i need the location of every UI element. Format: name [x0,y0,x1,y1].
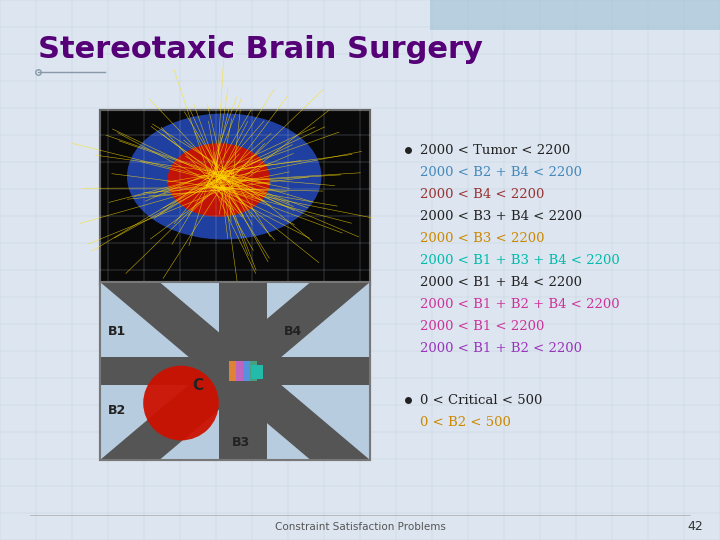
Text: 2000 < B1 + B4 < 2200: 2000 < B1 + B4 < 2200 [420,275,582,288]
Text: Stereotaxic Brain Surgery: Stereotaxic Brain Surgery [38,36,483,64]
Bar [236,361,243,381]
Ellipse shape [127,113,321,240]
Bar [243,361,250,381]
Text: 2000 < B1 + B2 + B4 < 2200: 2000 < B1 + B2 + B4 < 2200 [420,298,620,310]
Polygon shape [219,282,267,460]
Text: C: C [192,378,203,393]
Bar [219,282,267,460]
Text: 2000 < B2 + B4 < 2200: 2000 < B2 + B4 < 2200 [420,165,582,179]
Bar [229,361,236,381]
Polygon shape [267,385,370,460]
Text: 2000 < Tumor < 2200: 2000 < Tumor < 2200 [420,144,570,157]
Polygon shape [100,282,370,460]
Text: 0 < Critical < 500: 0 < Critical < 500 [420,394,542,407]
Text: 2000 < B1 + B3 + B4 < 2200: 2000 < B1 + B3 + B4 < 2200 [420,253,620,267]
Bar [100,110,370,285]
Bar [100,357,370,385]
Bar [100,282,370,460]
Text: B3: B3 [233,436,251,449]
Text: B4: B4 [284,325,302,339]
Polygon shape [100,282,370,460]
Text: 2000 < B1 < 2200: 2000 < B1 < 2200 [420,320,544,333]
Text: B2: B2 [108,404,126,417]
Ellipse shape [168,143,270,217]
Text: Constraint Satisfaction Problems: Constraint Satisfaction Problems [274,522,446,532]
Text: 2000 < B1 + B2 < 2200: 2000 < B1 + B2 < 2200 [420,341,582,354]
Bar [251,365,263,379]
Text: 42: 42 [687,521,703,534]
Polygon shape [100,385,219,460]
Text: 0 < B2 < 500: 0 < B2 < 500 [420,415,511,429]
Bar [100,282,370,460]
Text: 2000 < B4 < 2200: 2000 < B4 < 2200 [420,187,544,200]
Polygon shape [100,282,370,460]
Polygon shape [100,357,370,385]
Text: 2000 < B3 + B4 < 2200: 2000 < B3 + B4 < 2200 [420,210,582,222]
Bar [100,110,370,285]
Text: 2000 < B3 < 2200: 2000 < B3 < 2200 [420,232,544,245]
Bar [250,361,257,381]
Polygon shape [100,282,370,460]
Bar [430,0,720,30]
Ellipse shape [143,366,219,441]
Polygon shape [267,282,370,357]
Polygon shape [100,282,219,357]
Text: B1: B1 [108,325,126,339]
